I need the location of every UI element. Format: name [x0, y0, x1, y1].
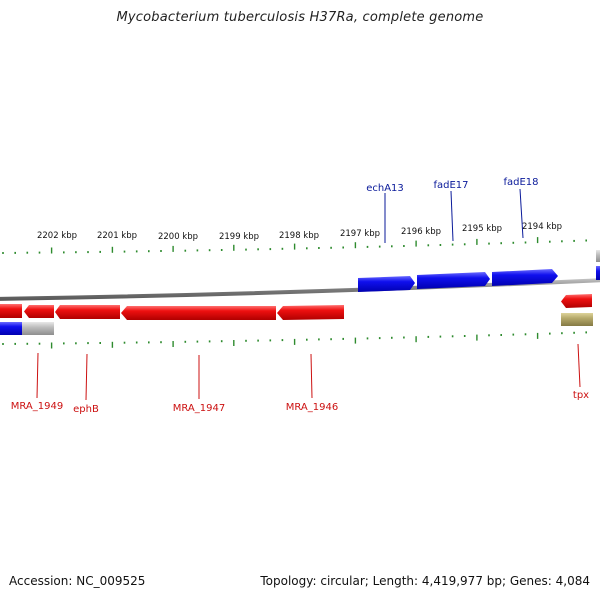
- scale-label: 2198 kbp: [279, 231, 319, 241]
- scale-label: 2199 kbp: [219, 232, 259, 242]
- gene-partial-forward[interactable]: [596, 266, 600, 280]
- gene-label-MRA_1947[interactable]: MRA_1947: [173, 403, 225, 414]
- reverse-strand-track: [0, 294, 593, 335]
- genome-title: Mycobacterium tuberculosis H37Ra, comple…: [116, 10, 484, 25]
- scale-label: 2200 kbp: [158, 232, 198, 242]
- gene-MRA_1949[interactable]: [24, 305, 54, 318]
- scale-label: 2197 kbp: [340, 229, 380, 239]
- forward-gene-labels: echA13 fadE17 fadE18: [366, 177, 539, 243]
- gene-MRA_1946[interactable]: [277, 305, 344, 320]
- label-leader-line: [310, 353, 313, 399]
- gene-partial-forward-left[interactable]: [0, 322, 22, 335]
- upper-tick-marks: [2, 237, 588, 254]
- gene-label-fadE17[interactable]: fadE17: [433, 180, 468, 191]
- feature-grey-partial[interactable]: [596, 250, 600, 262]
- genome-summary-text: Topology: circular; Length: 4,419,977 bp…: [260, 574, 590, 588]
- scale-label: 2201 kbp: [97, 231, 137, 241]
- gene-MRA_1947[interactable]: [121, 306, 276, 320]
- gene-ephB[interactable]: [55, 305, 120, 319]
- gene-label-ephB[interactable]: ephB: [73, 404, 99, 415]
- scale-labels: 2202 kbp 2201 kbp 2200 kbp 2199 kbp 2198…: [37, 222, 562, 242]
- gene-fadE18[interactable]: [492, 269, 558, 286]
- gene-label-MRA_1946[interactable]: MRA_1946: [286, 402, 338, 413]
- gene-label-MRA_1949[interactable]: MRA_1949: [11, 401, 63, 412]
- feature-grey-left[interactable]: [22, 322, 54, 335]
- gene-label-tpx[interactable]: tpx: [573, 390, 589, 401]
- label-leader-line: [85, 353, 88, 401]
- lower-tick-marks: [2, 331, 588, 349]
- scale-label: 2195 kbp: [462, 224, 502, 234]
- forward-strand-track: [358, 250, 600, 292]
- gene-fadE17[interactable]: [417, 272, 490, 289]
- label-leader-line: [577, 343, 581, 388]
- label-leader-line: [450, 190, 454, 242]
- scale-label: 2202 kbp: [37, 231, 77, 241]
- gene-label-echA13[interactable]: echA13: [366, 183, 404, 194]
- gene-tpx[interactable]: [561, 294, 592, 308]
- feature-khaki[interactable]: [561, 313, 593, 326]
- genome-backbone: [0, 278, 600, 301]
- accession-text: Accession: NC_009525: [9, 574, 146, 588]
- reverse-gene-labels: MRA_1949 ephB MRA_1947 MRA_1946 tpx: [11, 343, 589, 415]
- scale-label: 2194 kbp: [522, 222, 562, 232]
- gene-label-fadE18[interactable]: fadE18: [503, 177, 538, 188]
- gene-partial-reverse-left[interactable]: [0, 304, 22, 318]
- gene-echA13[interactable]: [358, 276, 415, 292]
- label-leader-line: [519, 188, 524, 239]
- label-leader-line: [36, 352, 39, 399]
- scale-label: 2196 kbp: [401, 227, 441, 237]
